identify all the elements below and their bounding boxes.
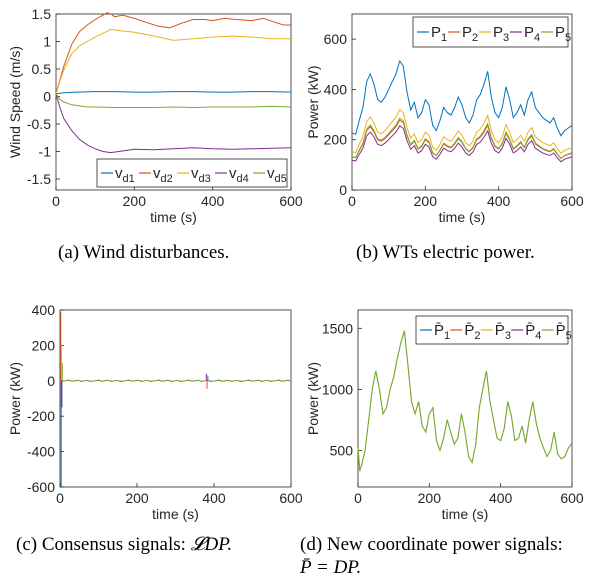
a-xtick-label: 200 [123,193,147,209]
c-ylabel: Power (kW) [7,362,23,435]
a-xtick-label: 0 [52,193,60,209]
b-ylabel: Power (kW) [305,65,321,138]
a-ylabel: Wind Speed (m/s) [7,46,23,158]
c-ytick-label: -600 [27,479,55,495]
a-ytick-label: 1 [43,34,51,50]
c-axes-box [59,309,292,488]
a-xtick-label: 400 [201,193,225,209]
caption-c: (c) Consensus signals: 𝓛DP. [16,534,232,556]
d-ylabel: Power (kW) [305,362,321,435]
d-ytick-label: 1000 [322,381,353,397]
c-xtick-label: 0 [56,490,64,506]
a-xtick-label: 600 [279,193,303,209]
b-xtick-label: 400 [487,193,511,209]
d-xtick-label: 0 [354,490,362,506]
c-xlabel: time (s) [152,506,199,522]
b-ytick-label: 400 [324,81,348,97]
caption-a: (a) Wind disturbances. [58,242,230,263]
a-series-line-d1 [55,91,292,95]
caption-d-line1: (d) New coordinate power signals: [300,534,563,555]
b-xlabel: time (s) [439,209,486,225]
a-series-line-d4 [55,93,292,154]
b-xtick-label: 200 [414,193,438,209]
c-xtick-label: 400 [202,490,226,506]
a-ytick-label: -1.5 [27,171,51,187]
a-ytick-label: 0 [43,89,51,105]
a-xlabel: time (s) [150,209,197,225]
a-ytick-label: -1 [39,144,52,160]
d-xtick-label: 600 [560,490,584,506]
caption-d-line2: P̄ = DP. [300,557,362,578]
b-series-line-4 [351,125,573,163]
a-series-line-d5 [55,93,292,109]
caption-c-math: 𝓛DP. [190,534,233,555]
c-ytick-label: 400 [32,302,56,318]
b-xtick-label: 600 [560,193,584,209]
d-xtick-label: 400 [489,490,513,506]
d-ytick-label: 500 [330,442,354,458]
d-ytick-label: 1500 [322,320,353,336]
a-series-line-d3 [55,28,291,94]
b-xtick-label: 0 [348,193,356,209]
a-ytick-label: 1.5 [32,6,52,22]
c-ytick-label: -400 [27,444,55,460]
caption-c-prefix: (c) Consensus signals: [16,534,191,555]
c-ytick-label: 0 [47,373,55,389]
b-ytick-label: 0 [339,182,347,198]
b-ytick-label: 600 [324,31,348,47]
b-ytick-label: 200 [324,132,348,148]
a-ytick-label: 0.5 [32,61,52,77]
d-series-line-5 [357,330,573,472]
c-series-line-5 [59,380,292,382]
c-xtick-label: 600 [279,490,303,506]
a-series-line-d2 [55,12,291,94]
b-series-line-5 [351,117,573,159]
d-xlabel: time (s) [442,506,489,522]
caption-b: (b) WTs electric power. [356,242,535,263]
b-series-line-1 [351,59,573,137]
c-xtick-label: 200 [125,490,149,506]
a-ytick-label: -0.5 [27,116,51,132]
panel-a-wind-disturbances: 0 200 400 600 -1.5 -1 -0.5 0 0.5 1 1.5 time (s) Wind… [7,6,303,225]
c-ytick-label: 200 [32,337,56,353]
b-series-line-3 [351,108,573,155]
d-xtick-label: 200 [418,490,442,506]
c-ytick-label: -200 [27,408,55,424]
